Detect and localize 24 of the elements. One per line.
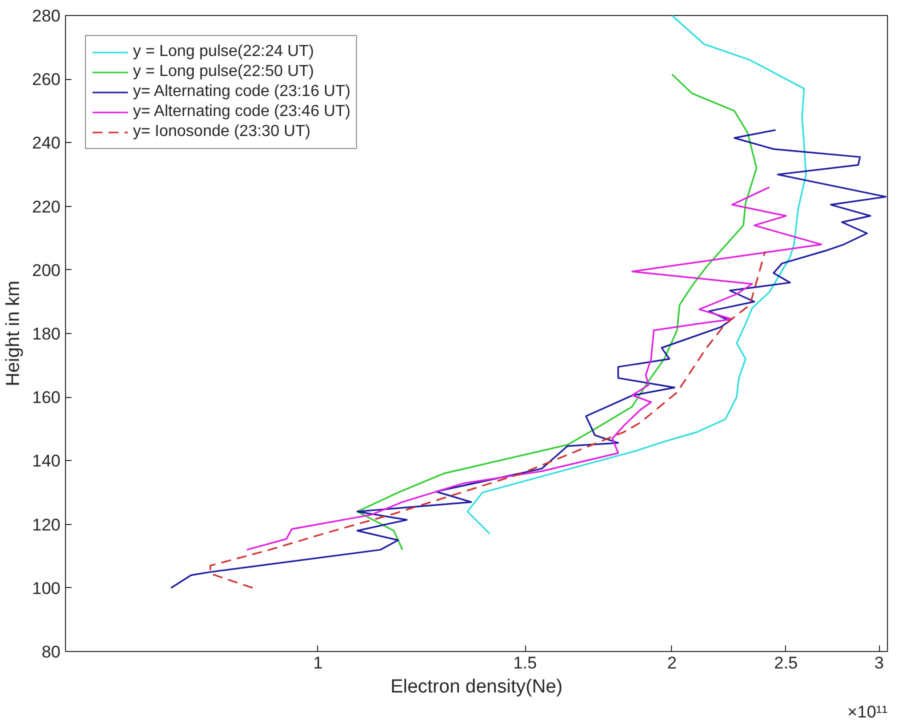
y-tick-label: 120 xyxy=(32,515,61,534)
y-tick-label: 100 xyxy=(32,578,61,598)
y-tick-label: 180 xyxy=(32,324,61,344)
legend-label: y = Long pulse(22:50 UT) xyxy=(133,63,314,81)
x-tick-label: 3 xyxy=(874,654,884,672)
x-axis-title: Electron density(Ne) xyxy=(390,676,563,698)
x-tick-label: 2.5 xyxy=(774,654,798,672)
legend-label: y= Alternating code (23:46 UT) xyxy=(133,103,350,121)
y-tick-label: 260 xyxy=(32,70,61,90)
legend-label: y= Alternating code (23:16 UT) xyxy=(133,83,350,101)
y-tick-label: 220 xyxy=(32,197,61,216)
y-tick-label: 140 xyxy=(32,452,61,471)
x-tick-label: 2 xyxy=(667,654,677,672)
y-tick-label: 80 xyxy=(42,642,61,662)
y-tick-label: 200 xyxy=(32,260,61,280)
y-tick-label: 280 xyxy=(32,6,61,26)
x-tick-label: 1 xyxy=(313,654,323,672)
y-tick-label: 240 xyxy=(32,134,61,153)
x-tick-label: 1.5 xyxy=(513,654,537,672)
legend-label: y = Long pulse(22:24 UT) xyxy=(133,43,314,61)
legend-label: y= Ionosonde (23:30 UT) xyxy=(133,123,310,141)
text: ×10¹¹ xyxy=(847,702,888,721)
y-axis-title: Height in km xyxy=(3,280,24,386)
y-tick-label: 160 xyxy=(32,388,61,408)
